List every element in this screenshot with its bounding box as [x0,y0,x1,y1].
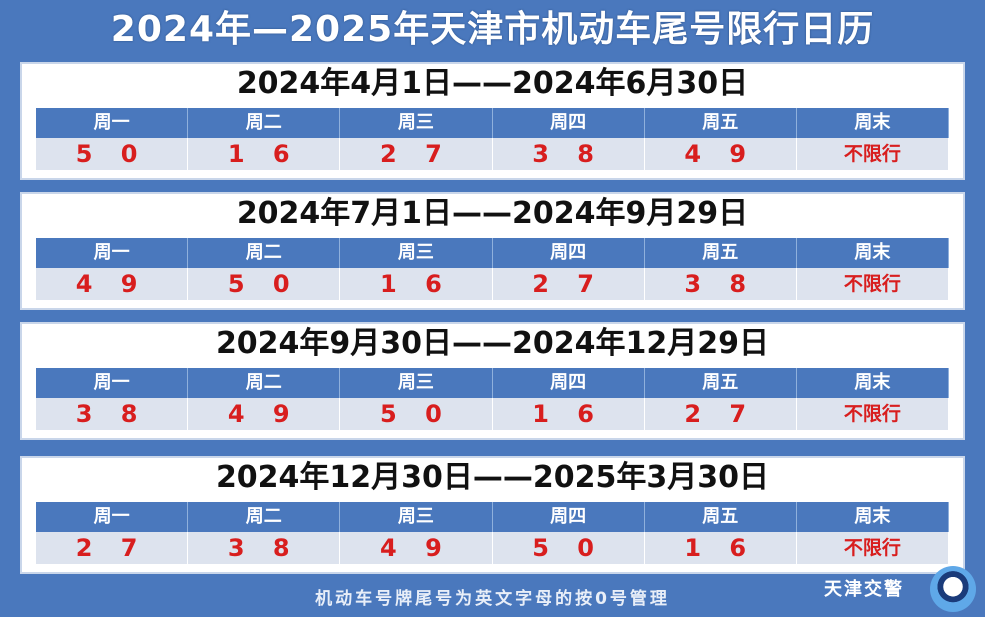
restricted-digits: 3 8 [188,532,341,564]
period-range: 2024年12月30日——2025年3月30日 [215,460,770,495]
weekday-header: 周四 [492,502,645,532]
weekday-header: 周一 [36,238,189,268]
restricted-digits: 4 9 [36,268,189,300]
restricted-digits: 4 9 [340,532,493,564]
weekday-header: 周末 [796,502,949,532]
restricted-digits: 2 7 [340,138,493,170]
restricted-digits: 不限行 [796,532,949,564]
weekday-header: 周三 [340,502,493,532]
weekday-header: 周一 [36,368,189,398]
weekday-header: 周五 [644,502,797,532]
weekday-header: 周末 [796,368,949,398]
weekday-header: 周二 [188,368,341,398]
restricted-digits: 4 9 [188,398,341,430]
police-logo-icon [930,566,976,612]
restricted-digits: 2 7 [492,268,645,300]
weekday-header: 周三 [340,108,493,138]
restricted-digits: 1 6 [188,138,341,170]
restricted-digits: 不限行 [796,268,949,300]
weekday-header: 周末 [796,108,949,138]
restricted-digits: 2 7 [36,532,189,564]
weekday-header: 周五 [644,368,797,398]
restricted-digits: 4 9 [644,138,797,170]
restricted-digits: 2 7 [644,398,797,430]
period-range: 2024年7月1日——2024年9月29日 [236,196,749,231]
restricted-digits: 5 0 [340,398,493,430]
weekday-header: 周二 [188,108,341,138]
weekday-header: 周五 [644,108,797,138]
weekday-header: 周五 [644,238,797,268]
weekday-header: 周二 [188,502,341,532]
period-range: 2024年9月30日——2024年12月29日 [215,326,770,361]
restricted-digits: 3 8 [644,268,797,300]
weekday-header: 周四 [492,368,645,398]
weekday-header: 周一 [36,108,189,138]
weekday-header: 周一 [36,502,189,532]
weekday-header: 周末 [796,238,949,268]
weekday-header: 周三 [340,368,493,398]
weekday-header: 周三 [340,238,493,268]
restricted-digits: 5 0 [492,532,645,564]
brand-label: 天津交警 [824,579,904,600]
restricted-digits: 1 6 [644,532,797,564]
restricted-digits: 1 6 [340,268,493,300]
restricted-digits: 不限行 [796,138,949,170]
weekday-header: 周四 [492,108,645,138]
weekday-header: 周二 [188,238,341,268]
period-range: 2024年4月1日——2024年6月30日 [236,66,749,101]
page-title: 2024年—2025年天津市机动车尾号限行日历 [110,9,875,50]
restricted-digits: 1 6 [492,398,645,430]
restricted-digits: 5 0 [36,138,189,170]
restricted-digits: 不限行 [796,398,949,430]
restricted-digits: 5 0 [188,268,341,300]
weekday-header: 周四 [492,238,645,268]
restricted-digits: 3 8 [36,398,189,430]
restricted-digits: 3 8 [492,138,645,170]
footer-note: 机动车号牌尾号为英文字母的按0号管理 [315,589,670,609]
